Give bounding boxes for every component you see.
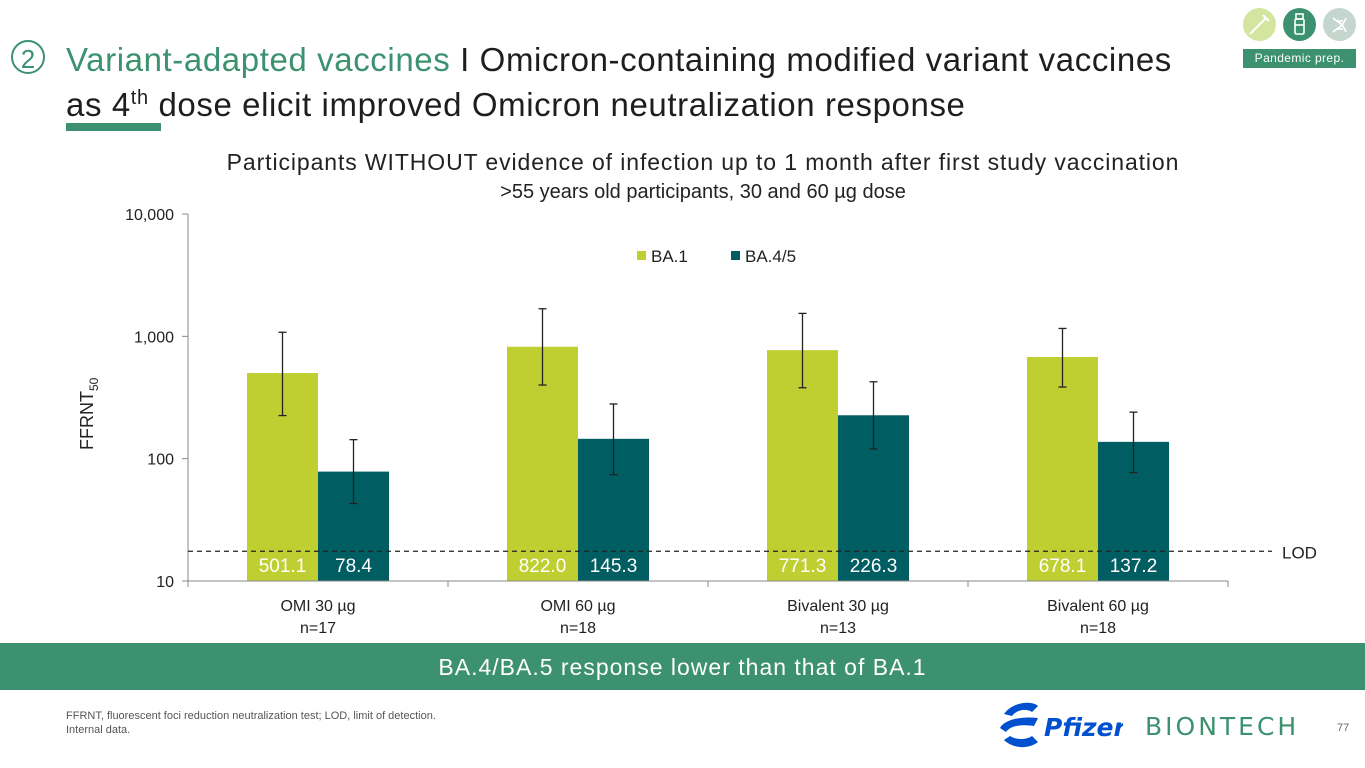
bar-chart: 10 100 1,000 10,000 FFRNT50 OMI 30 µg n=17 OMI … <box>77 207 1317 637</box>
x-tick-n-label: n=18 <box>560 620 596 637</box>
footnote-line-2: Internal data. <box>66 724 131 736</box>
x-tick-label: Bivalent 60 µg <box>1047 598 1149 615</box>
x-tick-n-label: n=17 <box>300 620 336 637</box>
bar-ba1-3 <box>767 350 838 581</box>
x-tick-n-label: n=13 <box>820 620 856 637</box>
y-tick-label: 10,000 <box>125 207 174 224</box>
y-tick-label: 1,000 <box>134 329 174 346</box>
x-tick-n-label: n=18 <box>1080 620 1116 637</box>
chart-title: Participants WITHOUT evidence of infecti… <box>226 149 1180 175</box>
x-tick-label: OMI 30 µg <box>280 598 355 615</box>
legend-swatch-2 <box>731 251 740 260</box>
y-tick-label: 10 <box>156 574 174 591</box>
title-accent: Variant-adapted vaccines <box>66 41 451 78</box>
syringe-icon <box>1243 8 1276 41</box>
svg-text:Pfizer: Pfizer <box>1044 713 1123 742</box>
footnote-line-1: FFRNT, fluorescent foci reduction neutra… <box>66 710 436 722</box>
data-label: 771.3 <box>779 556 827 577</box>
legend-swatch-1 <box>637 251 646 260</box>
data-label: 822.0 <box>519 556 567 577</box>
page-title: Variant-adapted vaccines I Omicron-conta… <box>66 40 1216 124</box>
data-label: 501.1 <box>259 556 307 577</box>
title-superscript: th <box>130 87 149 109</box>
topic-badge: Pandemic prep. <box>1243 49 1356 68</box>
x-tick-label: Bivalent 30 µg <box>787 598 889 615</box>
x-tick-label: OMI 60 µg <box>540 598 615 615</box>
y-axis-label: FFRNT50 <box>77 377 101 450</box>
title-separator: I <box>450 41 480 78</box>
section-number-badge: 2 <box>11 40 45 74</box>
lod-label: LOD <box>1282 543 1317 562</box>
y-tick-label: 100 <box>147 452 174 469</box>
topic-icons <box>1243 8 1356 42</box>
biontech-logo: BIONTECH <box>1145 712 1300 741</box>
y-axis-label-subscript: 50 <box>87 377 101 391</box>
data-label: 145.3 <box>590 556 638 577</box>
data-label: 226.3 <box>850 556 898 577</box>
title-main-2: dose elicit improved Omicron neutralizat… <box>148 86 966 123</box>
data-label: 678.1 <box>1039 556 1087 577</box>
title-main-1: Omicron-containing modified variant vacc… <box>66 41 1172 123</box>
bar-ba1-2 <box>507 346 578 581</box>
bar-ba1-4 <box>1027 356 1098 581</box>
dna-icon <box>1323 8 1356 41</box>
legend-label-2: BA.4/5 <box>745 247 796 266</box>
legend-label-1: BA.1 <box>651 247 688 266</box>
pfizer-logo: Pfizer <box>1000 702 1123 748</box>
vial-icon <box>1283 8 1316 41</box>
data-label: 78.4 <box>335 556 372 577</box>
page-number: 77 <box>1337 722 1350 734</box>
title-underline <box>66 123 161 131</box>
footnote: FFRNT, fluorescent foci reduction neutra… <box>66 709 436 737</box>
data-label: 137.2 <box>1110 556 1158 577</box>
chart-subtitle: >55 years old participants, 30 and 60 µg… <box>500 181 906 203</box>
key-message-banner: BA.4/BA.5 response lower than that of BA… <box>0 643 1365 690</box>
